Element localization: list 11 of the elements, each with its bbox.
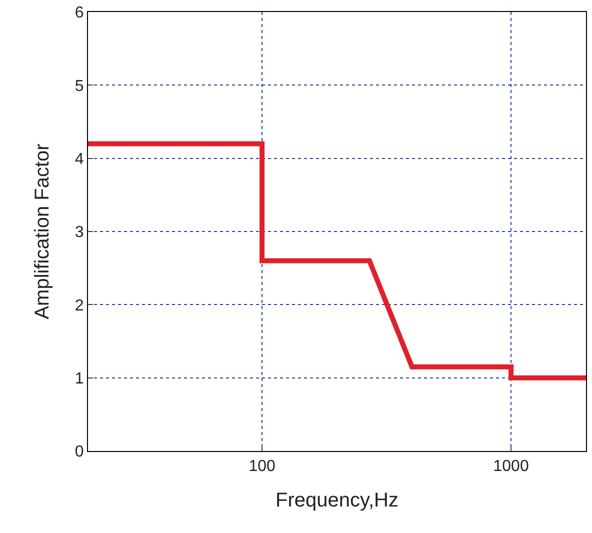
y-tick-label: 5	[74, 78, 84, 95]
y-tick-label: 0	[74, 444, 84, 461]
x-tick-label: 1000	[493, 458, 529, 476]
x-axis-title: Frequency,Hz	[275, 490, 399, 512]
x-tick-label: 100	[248, 458, 276, 476]
y-tick-label: 4	[74, 150, 84, 168]
y-axis-title: Amplification Factor	[31, 143, 54, 320]
y-tick-label: 6	[74, 4, 84, 22]
y-tick-label: 3	[74, 224, 84, 242]
y-tick-label: 2	[74, 297, 84, 314]
y-tick-label: 1	[74, 370, 84, 388]
